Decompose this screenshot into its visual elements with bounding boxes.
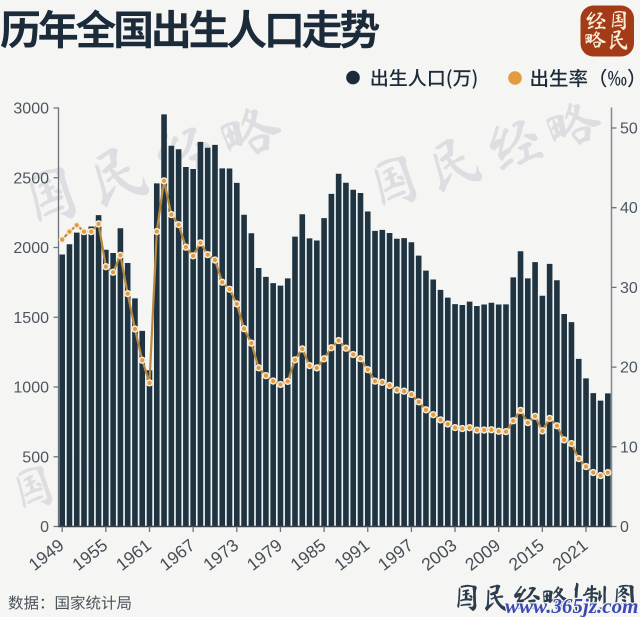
svg-text:2500: 2500 (13, 170, 49, 187)
svg-text:30: 30 (620, 280, 638, 297)
svg-text:40: 40 (620, 200, 638, 217)
svg-text:20: 20 (620, 360, 638, 377)
svg-text:3000: 3000 (13, 101, 49, 118)
svg-text:50: 50 (620, 121, 638, 138)
svg-text:1500: 1500 (13, 310, 49, 327)
svg-text:www.365jz.com: www.365jz.com (505, 594, 638, 617)
svg-text:2000: 2000 (13, 240, 49, 257)
svg-text:0: 0 (40, 519, 49, 536)
svg-text:10: 10 (620, 439, 638, 456)
svg-text:500: 500 (22, 449, 49, 466)
svg-text:1000: 1000 (13, 380, 49, 397)
svg-text:0: 0 (620, 519, 629, 536)
